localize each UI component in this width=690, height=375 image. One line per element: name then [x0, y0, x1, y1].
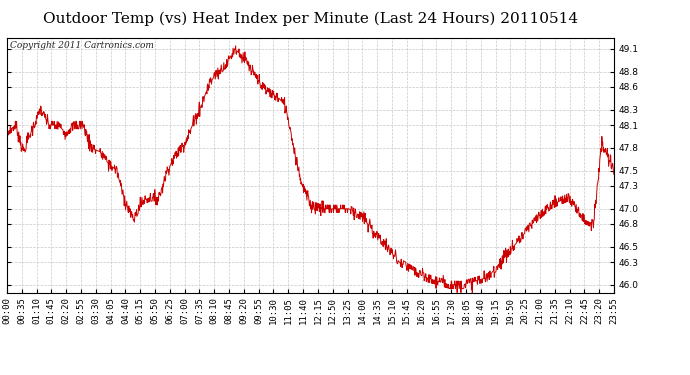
Text: Outdoor Temp (vs) Heat Index per Minute (Last 24 Hours) 20110514: Outdoor Temp (vs) Heat Index per Minute … [43, 11, 578, 26]
Text: Copyright 2011 Cartronics.com: Copyright 2011 Cartronics.com [10, 41, 154, 50]
